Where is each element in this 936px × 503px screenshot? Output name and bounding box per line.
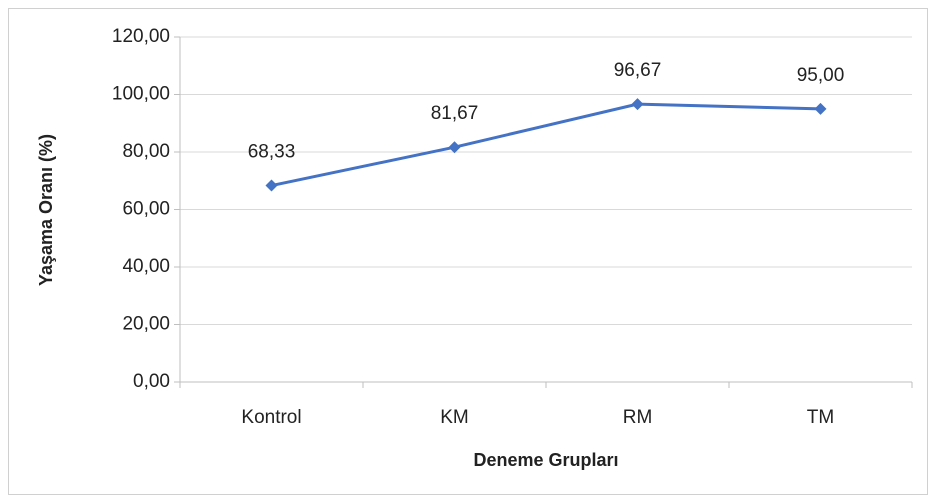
x-tick-label: RM <box>623 407 653 428</box>
y-tick-label: 40,00 <box>122 256 170 277</box>
y-tick-label: 80,00 <box>122 141 170 162</box>
y-tick-label: 20,00 <box>122 314 170 335</box>
data-marker <box>448 141 461 154</box>
y-axis-title: Yaşama Oranı (%) <box>36 134 56 286</box>
data-line <box>271 102 821 188</box>
y-tick-label: 100,00 <box>112 84 170 105</box>
data-label: 96,67 <box>614 60 662 81</box>
data-marker <box>631 98 644 111</box>
y-tick-label: 120,00 <box>112 26 170 47</box>
y-tick-label: 60,00 <box>122 199 170 220</box>
x-tick-label: Kontrol <box>241 407 301 428</box>
chart-border <box>8 8 928 495</box>
x-axis-title: Deneme Grupları <box>473 450 618 470</box>
x-tick-label: KM <box>440 407 469 428</box>
data-label: 68,33 <box>248 142 296 163</box>
data-label: 81,67 <box>431 103 479 124</box>
data-label: 95,00 <box>797 65 845 86</box>
data-marker <box>814 102 827 115</box>
data-marker <box>265 179 278 192</box>
x-tick-label: TM <box>807 407 834 428</box>
y-tick-label: 0,00 <box>133 371 170 392</box>
